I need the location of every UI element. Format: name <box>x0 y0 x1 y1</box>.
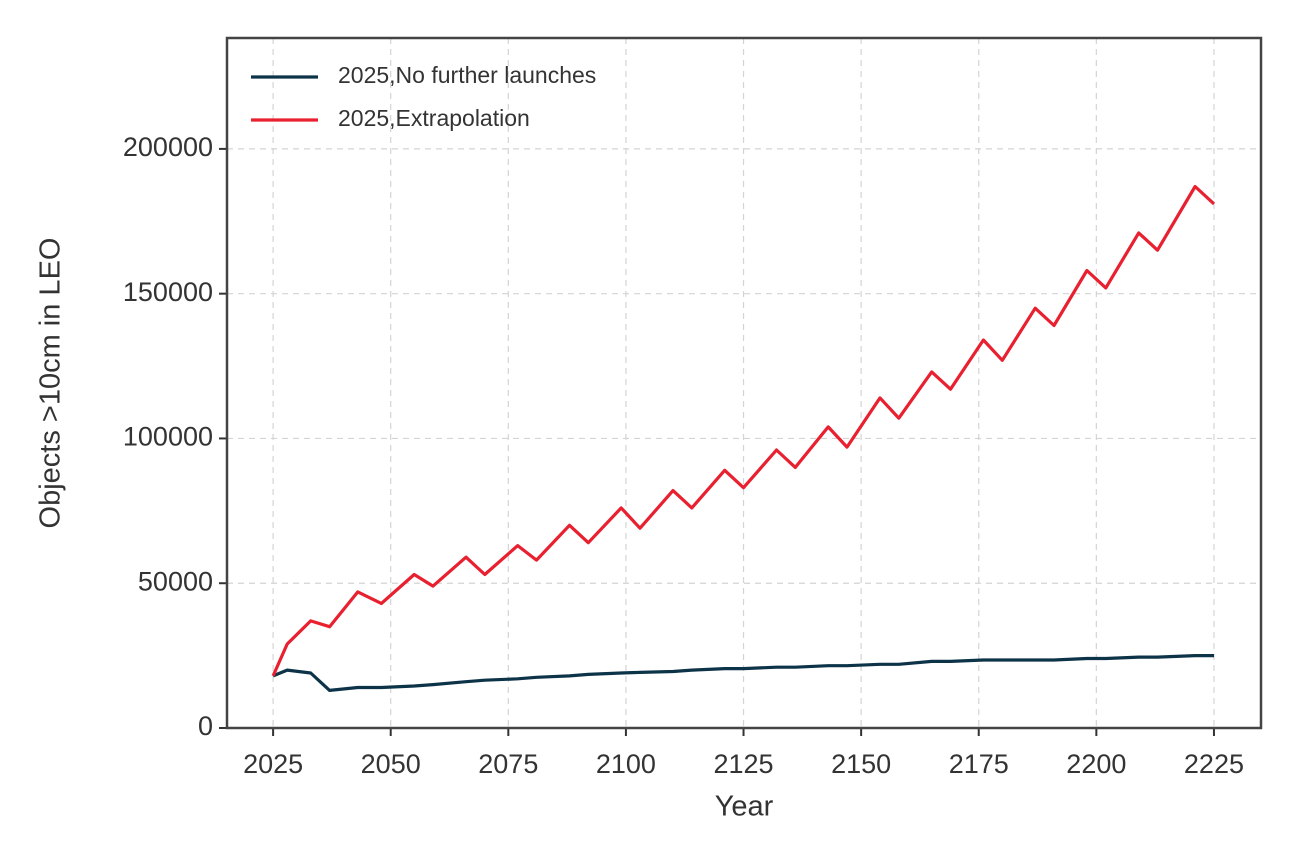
y-axis-label: Objects >10cm in LEO <box>35 238 67 529</box>
legend-label: 2025,No further launches <box>338 62 596 88</box>
y-tick-label: 150000 <box>123 277 213 307</box>
plot-frame <box>225 36 1263 730</box>
x-tick-label: 2075 <box>478 749 538 779</box>
x-tick-label: 2125 <box>713 749 773 779</box>
legend-label: 2025,Extrapolation <box>338 105 530 131</box>
y-tick-label: 0 <box>198 711 213 741</box>
series-line <box>272 654 1214 692</box>
x-tick-label: 2150 <box>831 749 891 779</box>
x-tick-label: 2200 <box>1066 749 1126 779</box>
x-tick-label: 2225 <box>1184 749 1244 779</box>
x-tick-label: 2100 <box>596 749 656 779</box>
y-tick-label: 200000 <box>123 132 213 162</box>
y-tick-label: 50000 <box>138 566 213 596</box>
x-tick-label: 2175 <box>949 749 1009 779</box>
series-line <box>271 184 1216 677</box>
y-tick-label: 100000 <box>123 422 213 452</box>
x-tick-label: 2050 <box>361 749 421 779</box>
x-tick-label: 2025 <box>243 749 303 779</box>
x-axis-label: Year <box>715 791 774 823</box>
